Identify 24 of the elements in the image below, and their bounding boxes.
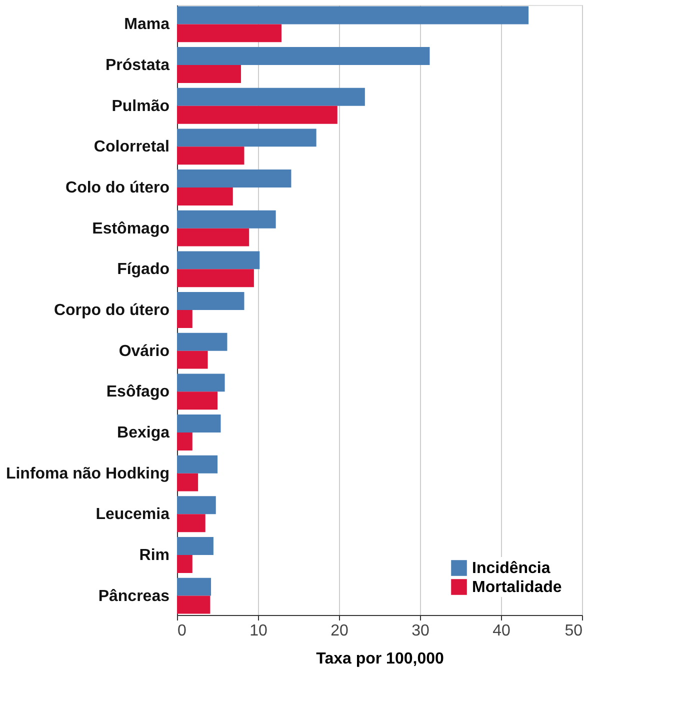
y-tick-label: Ovário [118, 342, 170, 360]
x-tick-label: 50 [564, 622, 583, 640]
y-tick-label: Estômago [92, 220, 170, 238]
y-tick-label: Corpo do útero [54, 302, 170, 319]
x-tick-label: 20 [330, 622, 348, 640]
y-tick-label: Mama [124, 16, 170, 34]
x-tick-label: 30 [412, 622, 430, 640]
y-tick-label: Pulmão [112, 98, 170, 115]
y-tick-label: Fígado [117, 261, 170, 278]
x-tick-label: 0 [178, 622, 186, 640]
y-tick-label: Bexiga [117, 424, 170, 442]
x-tick-label: 10 [250, 622, 268, 640]
y-tick-label: Colorretal [94, 138, 170, 156]
legend-label: Incidência [472, 560, 550, 577]
y-tick-label: Próstata [105, 57, 170, 74]
y-tick-label: Leucemia [96, 506, 170, 524]
x-axis-title: Taxa por 100,000 [316, 650, 444, 668]
y-tick-label: Esôfago [106, 384, 170, 401]
y-tick-label: Pâncreas [98, 588, 170, 605]
legend-label: Mortalidade [472, 579, 562, 596]
y-tick-label: Linfoma não Hodking [6, 465, 170, 482]
x-tick-label: 40 [492, 622, 510, 640]
y-tick-label: Rim [139, 546, 170, 564]
y-tick-label: Colo do útero [66, 180, 170, 197]
